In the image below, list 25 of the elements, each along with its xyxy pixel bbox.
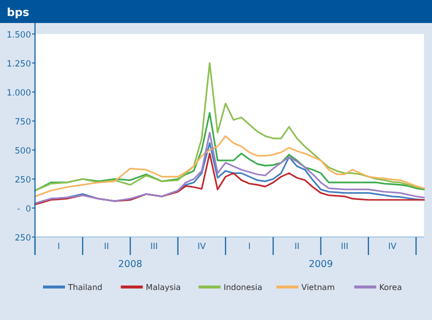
text: 2009 [308, 259, 333, 270]
legend-label: Vietnam [301, 283, 335, 292]
x-tick-label: I [58, 242, 60, 252]
legend-label: Malaysia [146, 283, 181, 292]
x-tick-label: IV [198, 242, 206, 252]
y-tick-label: 1.000 [6, 88, 31, 98]
y-tick-label: 750 [14, 118, 31, 128]
y-axis-title: bps [6, 6, 30, 19]
x-tick-label: II [294, 242, 300, 252]
y-tick-label: 1.500 [6, 30, 31, 40]
legend-label: Thailand [67, 283, 102, 292]
text: 2008 [118, 259, 142, 270]
x-tick-label: III [150, 242, 158, 252]
x-tick-label: I [248, 242, 251, 252]
y-tick-label: 1.250 [6, 60, 31, 70]
x-tick-label: III [340, 242, 348, 252]
line-series [34, 62, 425, 192]
y-tick-label: 250 [14, 234, 31, 244]
x-tick-label: II [104, 242, 109, 252]
legend-label: Korea [379, 283, 402, 292]
y-tick-label: - 0 [17, 204, 31, 214]
y-tick-label: 500 [14, 146, 31, 156]
legend-label: Indonesia [224, 283, 262, 292]
y-tick-label: 250 [14, 176, 31, 186]
x-tick-label: IV [388, 242, 397, 252]
